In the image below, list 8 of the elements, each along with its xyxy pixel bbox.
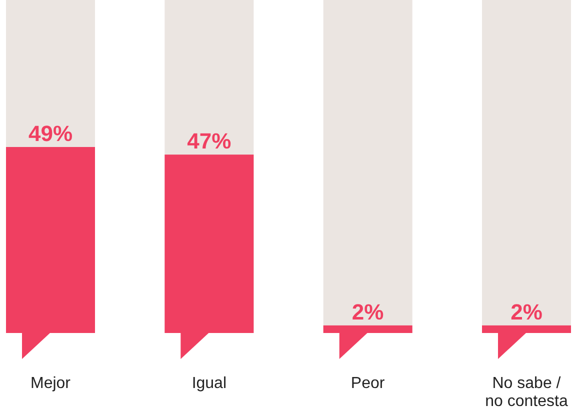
x-tick-label: No sabe / no contesta (485, 375, 568, 410)
x-tick-label: Peor (350, 375, 386, 392)
data-label: 49% (28, 121, 73, 146)
data-label: 2% (352, 299, 384, 324)
data-label: 2% (510, 299, 542, 324)
x-tick-label: Igual (192, 375, 227, 392)
data-label: 47% (187, 128, 232, 154)
x-tick-label: Mejor (30, 375, 72, 392)
